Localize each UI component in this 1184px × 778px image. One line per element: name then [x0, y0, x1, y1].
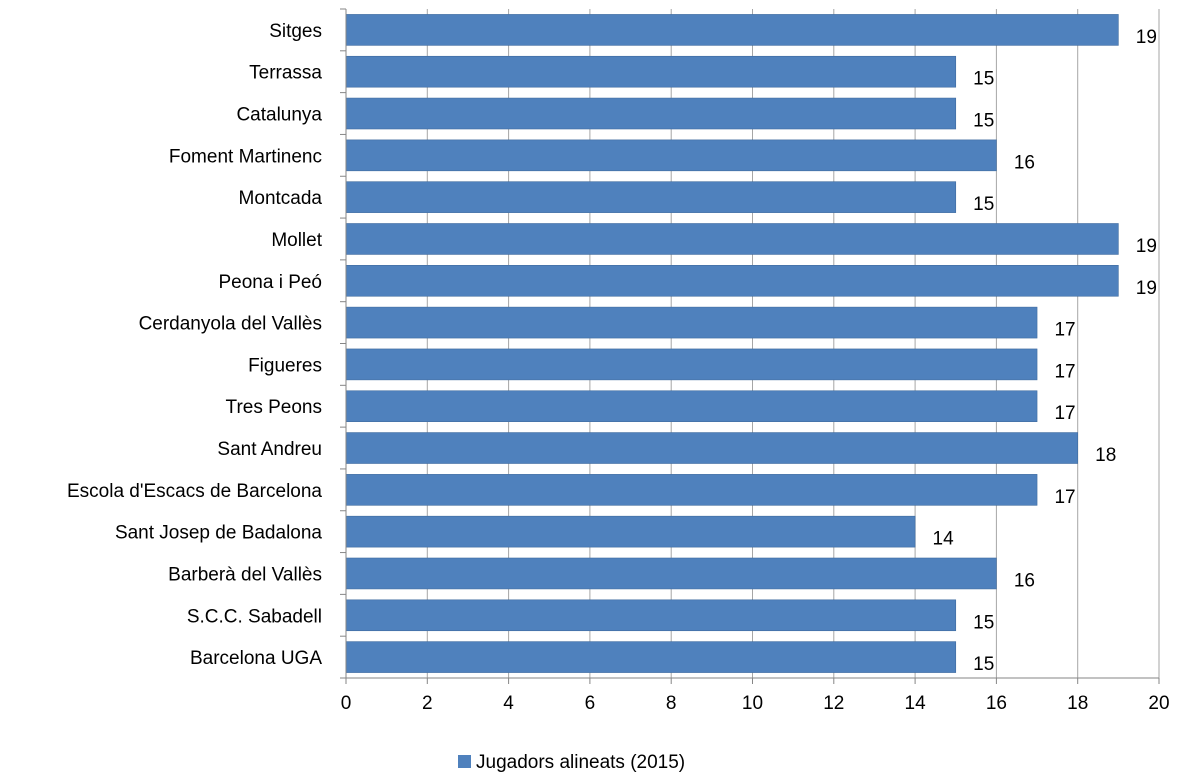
category-label: Cerdanyola del Vallès: [139, 314, 322, 335]
data-label: 17: [1054, 403, 1075, 424]
x-tick-label: 12: [823, 693, 844, 714]
bar: [345, 55, 957, 88]
category-label: Sant Andreu: [217, 439, 322, 460]
bar: [345, 390, 1038, 422]
data-label: 19: [1136, 27, 1157, 48]
bar: [345, 306, 1038, 339]
bar: [345, 181, 957, 213]
x-tick-label: 14: [905, 693, 927, 714]
data-label: 17: [1054, 361, 1075, 382]
category-label: Peona i Peó: [218, 272, 322, 293]
bar: [345, 641, 957, 673]
legend-swatch: [458, 755, 471, 768]
data-label: 19: [1136, 278, 1157, 299]
category-label: Figueres: [248, 355, 322, 376]
data-label: 19: [1136, 236, 1157, 257]
legend: Jugadors alineats (2015): [458, 752, 685, 773]
bar: [345, 557, 997, 590]
category-label: Escola d'Escacs de Barcelona: [67, 481, 322, 502]
category-labels: Sitges Terrassa Catalunya Foment Martinenc M…: [67, 21, 323, 669]
x-tick-labels: 0 2 4 6 8 10 12 14 16 18 20: [341, 693, 1170, 714]
category-label: Sitges: [269, 21, 322, 42]
x-tick-label: 4: [503, 693, 514, 714]
bar: [345, 474, 1038, 506]
bar: [345, 599, 957, 632]
bar: [345, 515, 916, 548]
data-labels: 19 15 15 16 15 19 19 17 17 17 18 17 14 16 15 15: [933, 27, 1157, 675]
bar: [345, 139, 997, 172]
x-tick-label: 2: [422, 693, 433, 714]
data-label: 15: [973, 194, 994, 215]
data-label: 16: [1014, 152, 1035, 173]
category-label: Mollet: [271, 230, 322, 251]
legend-label: Jugadors alineats (2015): [476, 752, 685, 773]
category-label: Sant Josep de Badalona: [115, 523, 322, 544]
data-label: 17: [1054, 320, 1075, 341]
bars: [345, 14, 1119, 673]
bar: [345, 223, 1119, 255]
category-label: S.C.C. Sabadell: [187, 606, 322, 627]
data-label: 15: [973, 69, 994, 90]
x-tick-label: 6: [585, 693, 596, 714]
data-label: 14: [933, 529, 955, 550]
category-label: Tres Peons: [226, 397, 322, 418]
data-label: 15: [973, 111, 994, 132]
bar: [345, 265, 1119, 297]
category-label: Terrassa: [249, 63, 322, 84]
data-label: 15: [973, 612, 994, 633]
x-tick-label: 8: [666, 693, 677, 714]
x-tick-label: 16: [986, 693, 1007, 714]
category-label: Barberà del Vallès: [168, 564, 322, 585]
bar: [345, 432, 1079, 464]
category-label: Montcada: [239, 188, 323, 209]
data-label: 15: [973, 654, 994, 675]
category-label: Catalunya: [236, 105, 322, 126]
x-tick-label: 0: [341, 693, 352, 714]
data-label: 16: [1014, 570, 1035, 591]
data-label: 17: [1054, 487, 1075, 508]
x-tick-label: 18: [1067, 693, 1088, 714]
bar: [345, 97, 957, 130]
axes: [340, 8, 1160, 684]
x-tick-label: 10: [742, 693, 763, 714]
bar: [345, 348, 1038, 381]
data-label: 18: [1095, 445, 1116, 466]
bar: [345, 14, 1119, 46]
x-tick-label: 20: [1148, 693, 1169, 714]
category-label: Foment Martinenc: [169, 146, 322, 167]
category-label: Barcelona UGA: [190, 648, 322, 669]
